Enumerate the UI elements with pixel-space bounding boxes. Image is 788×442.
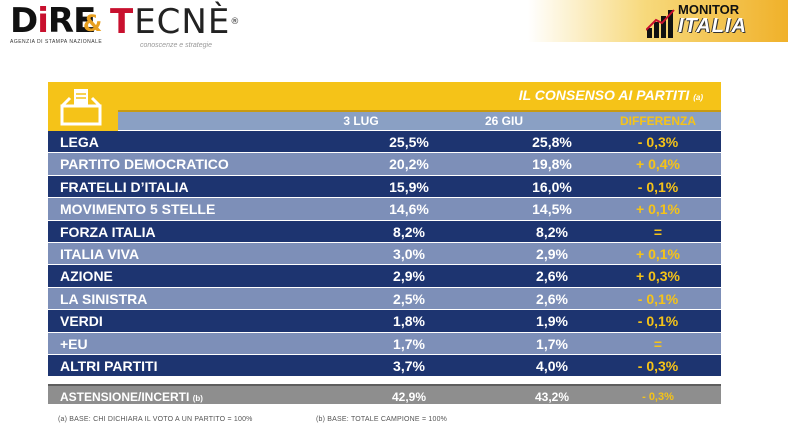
abstention-label: ASTENSIONE/INCERTI (b): [60, 390, 203, 404]
monitor-title: MONITOR: [678, 2, 740, 17]
dire-logo: DiRE AGENZIA DI STAMPA NAZIONALE: [10, 4, 102, 45]
value-3-lug: 2,5%: [393, 290, 425, 307]
dire-wordmark: DiRE: [10, 1, 96, 41]
value-26-giu: 14,5%: [532, 201, 572, 218]
title-band: IL CONSENSO AI PARTITI (a): [48, 82, 721, 110]
value-26-giu: 8,2%: [536, 223, 568, 240]
column-header-strip: [118, 112, 721, 130]
table-row: AZIONE 2,9% 2,6% + 0,3%: [48, 265, 721, 288]
dire-subtitle: AGENZIA DI STAMPA NAZIONALE: [10, 39, 103, 45]
value-differenza: - 0,1%: [637, 178, 679, 195]
italia-title: ITALIA: [678, 15, 747, 37]
consensus-table: LEGA 25,5% 25,8% - 0,3% PARTITO DEMOCRAT…: [48, 131, 721, 378]
value-differenza: - 0,3%: [637, 357, 679, 374]
party-name: FORZA ITALIA: [60, 223, 156, 240]
value-3-lug: 2,9%: [393, 268, 425, 285]
value-26-giu: 1,7%: [536, 335, 568, 352]
value-26-giu: 1,9%: [536, 313, 568, 330]
party-name: ITALIA VIVA: [60, 245, 140, 262]
value-differenza: =: [653, 223, 663, 240]
value-3-lug: 25,5%: [389, 134, 429, 150]
column-header-26-giu: 26 GIU: [484, 114, 524, 128]
value-26-giu: 2,9%: [536, 245, 568, 262]
table-row: FORZA ITALIA 8,2% 8,2% =: [48, 220, 721, 243]
value-differenza: =: [653, 335, 663, 352]
party-name: VERDI: [60, 313, 103, 330]
party-name: AZIONE: [60, 268, 113, 285]
ballot-box-tile: [48, 82, 118, 132]
table-row: PARTITO DEMOCRATICO 20,2% 19,8% + 0,4%: [48, 153, 721, 176]
ballot-box-icon: [60, 89, 102, 126]
value-26-giu: 4,0%: [536, 357, 568, 374]
value-differenza: + 0,1%: [636, 245, 680, 262]
party-name: ALTRI PARTITI: [60, 357, 158, 374]
ampersand: &: [83, 12, 103, 37]
value-differenza: + 0,1%: [636, 201, 680, 218]
table-row: VERDI 1,8% 1,9% - 0,1%: [48, 310, 721, 333]
value-3-lug: 14,6%: [389, 201, 429, 218]
value-differenza: - 0,3%: [637, 134, 679, 150]
value-26-giu: 19,8%: [532, 156, 572, 173]
table-row: ALTRI PARTITI 3,7% 4,0% - 0,3%: [48, 354, 721, 378]
value-26-giu: 25,8%: [532, 134, 572, 150]
value-differenza: + 0,4%: [636, 156, 680, 173]
title-band-shadow: [48, 110, 721, 112]
table-row: FRATELLI D’ITALIA 15,9% 16,0% - 0,1%: [48, 175, 721, 199]
table-row: +EU 1,7% 1,7% =: [48, 332, 721, 355]
value-3-lug: 3,7%: [393, 357, 425, 374]
value-26-giu: 2,6%: [536, 268, 568, 285]
value-26-giu: 16,0%: [532, 178, 572, 195]
value-3-lug: 3,0%: [393, 245, 425, 262]
tecne-wordmark: TECNÈ®: [110, 2, 241, 42]
value-differenza: + 0,3%: [636, 268, 680, 285]
value-3-lug: 1,7%: [393, 335, 425, 352]
party-name: MOVIMENTO 5 STELLE: [60, 201, 216, 218]
column-header-3-lug: 3 LUG: [343, 114, 379, 128]
chart-title: IL CONSENSO AI PARTITI (a): [518, 87, 703, 103]
value-3-lug: 8,2%: [393, 223, 425, 240]
value-3-lug: 15,9%: [389, 178, 429, 195]
monitor-italia-logo: MONITOR ITALIA: [646, 2, 781, 40]
value-26-giu: 2,6%: [536, 290, 568, 307]
tecne-logo: TECNÈ® conoscenze e strategie: [110, 2, 241, 49]
abstention-3-lug: 42,9%: [391, 390, 427, 404]
bar-chart-icon: [646, 9, 675, 38]
abstention-26-giu: 43,2%: [534, 390, 570, 404]
abstention-differenza: - 0,3%: [642, 391, 674, 403]
table-row: ITALIA VIVA 3,0% 2,9% + 0,1%: [48, 242, 721, 266]
value-differenza: - 0,1%: [637, 313, 679, 330]
value-3-lug: 20,2%: [389, 156, 429, 173]
party-name: LEGA: [60, 134, 99, 150]
footnote-a: (a) BASE: CHI DICHIARA IL VOTO A UN PART…: [58, 416, 253, 423]
table-row: LEGA 25,5% 25,8% - 0,3%: [48, 131, 721, 154]
party-name: FRATELLI D’ITALIA: [60, 178, 189, 195]
party-name: PARTITO DEMOCRATICO: [60, 156, 229, 173]
footnote-b: (b) BASE: TOTALE CAMPIONE = 100%: [316, 416, 448, 423]
party-name: LA SINISTRA: [60, 290, 148, 307]
table-row: LA SINISTRA 2,5% 2,6% - 0,1%: [48, 287, 721, 311]
abstention-row: ASTENSIONE/INCERTI (b) 42,9% 43,2% - 0,3…: [48, 384, 721, 404]
column-header-differenza: DIFFERENZA: [620, 114, 696, 128]
value-differenza: - 0,1%: [637, 290, 679, 307]
value-3-lug: 1,8%: [393, 313, 425, 330]
tecne-subtitle: conoscenze e strategie: [140, 42, 212, 49]
table-row: MOVIMENTO 5 STELLE 14,6% 14,5% + 0,1%: [48, 198, 721, 221]
party-name: +EU: [60, 335, 88, 352]
